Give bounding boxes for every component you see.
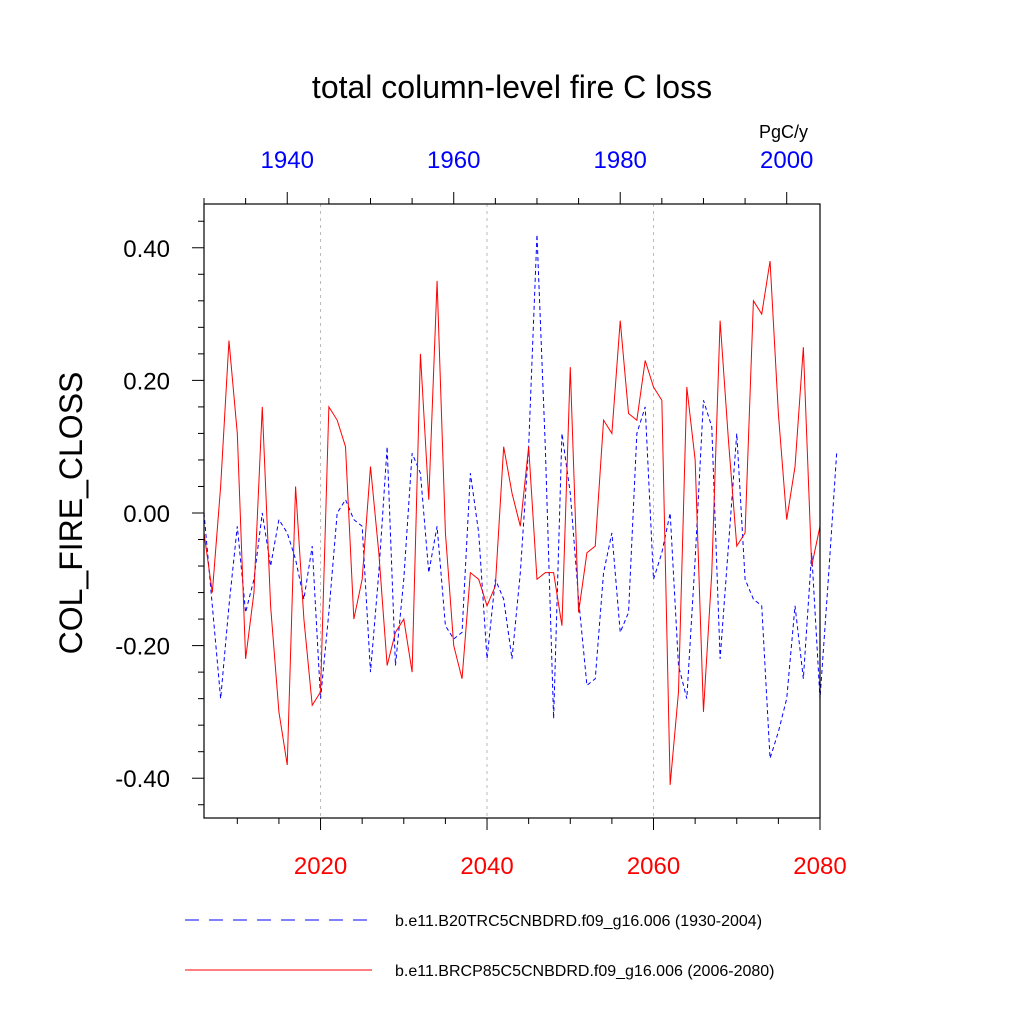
top-tick-label: 1940 [261, 147, 314, 174]
y-tick-label: 0.00 [123, 501, 170, 528]
y-tick-label: -0.40 [115, 766, 170, 793]
legend-label-rcp85: b.e11.BRCP85C5CNBDRD.f09_g16.006 (2006-2… [395, 963, 774, 980]
y-tick-label: 0.40 [123, 236, 170, 263]
top-tick-label: 2000 [760, 147, 813, 174]
bottom-tick-label: 2060 [627, 853, 680, 880]
top-tick-label: 1980 [594, 147, 647, 174]
y-axis-label: COL_FIRE_CLOSS [53, 372, 89, 655]
y-axis: -0.40 -0.20 0.00 0.20 0.40 [115, 220, 204, 806]
chart-title: total column-level fire C loss [312, 69, 712, 105]
bottom-x-axis: 2020 2040 2060 2080 [236, 818, 847, 880]
series-line-rcp85 [203, 260, 821, 785]
top-tick-label: 1960 [427, 147, 480, 174]
bottom-tick-label: 2040 [460, 853, 513, 880]
top-x-axis: 1940 1960 1980 2000 [203, 147, 813, 204]
bottom-tick-label: 2020 [294, 853, 347, 880]
y-tick-label: -0.20 [115, 634, 170, 661]
units-label: PgC/y [759, 122, 808, 142]
y-tick-label: 0.20 [123, 368, 170, 395]
bottom-tick-label: 2080 [793, 853, 846, 880]
series-layer [203, 234, 838, 785]
series-line-historical [203, 234, 838, 759]
gridlines [320, 204, 655, 818]
axes-layer: -0.40 -0.20 0.00 0.20 0.40 2020 2040 2060 2080 19… [115, 147, 846, 880]
plot-frame [203, 203, 821, 819]
legend-label-historical: b.e11.B20TRC5CNBDRD.f09_g16.006 (1930-20… [395, 913, 762, 930]
legend: b.e11.B20TRC5CNBDRD.f09_g16.006 (1930-20… [185, 913, 774, 980]
